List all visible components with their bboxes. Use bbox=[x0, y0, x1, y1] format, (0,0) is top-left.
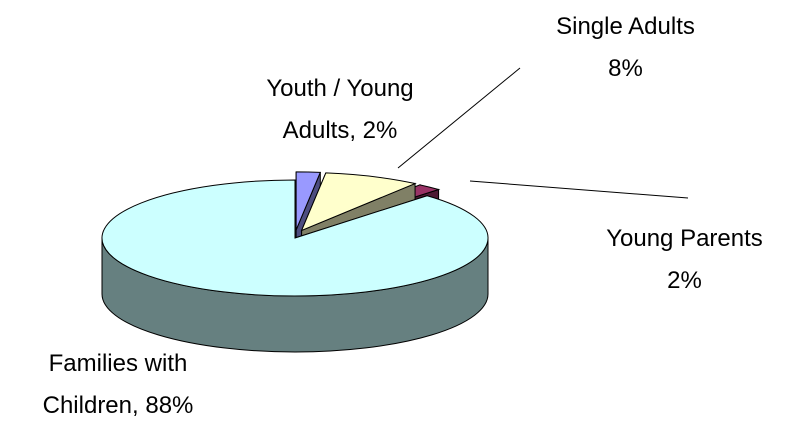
slice bbox=[300, 172, 417, 232]
data-label: Single Adults 8% bbox=[556, 13, 695, 82]
data-label: Young Parents 2% bbox=[606, 225, 763, 294]
slice bbox=[101, 179, 489, 297]
data-label: Youth / Young Adults, 2% bbox=[266, 75, 414, 144]
leader-line bbox=[397, 67, 521, 169]
data-label: Families with Children, 88% bbox=[42, 350, 194, 419]
leader-line bbox=[469, 180, 689, 199]
slice bbox=[295, 171, 322, 231]
